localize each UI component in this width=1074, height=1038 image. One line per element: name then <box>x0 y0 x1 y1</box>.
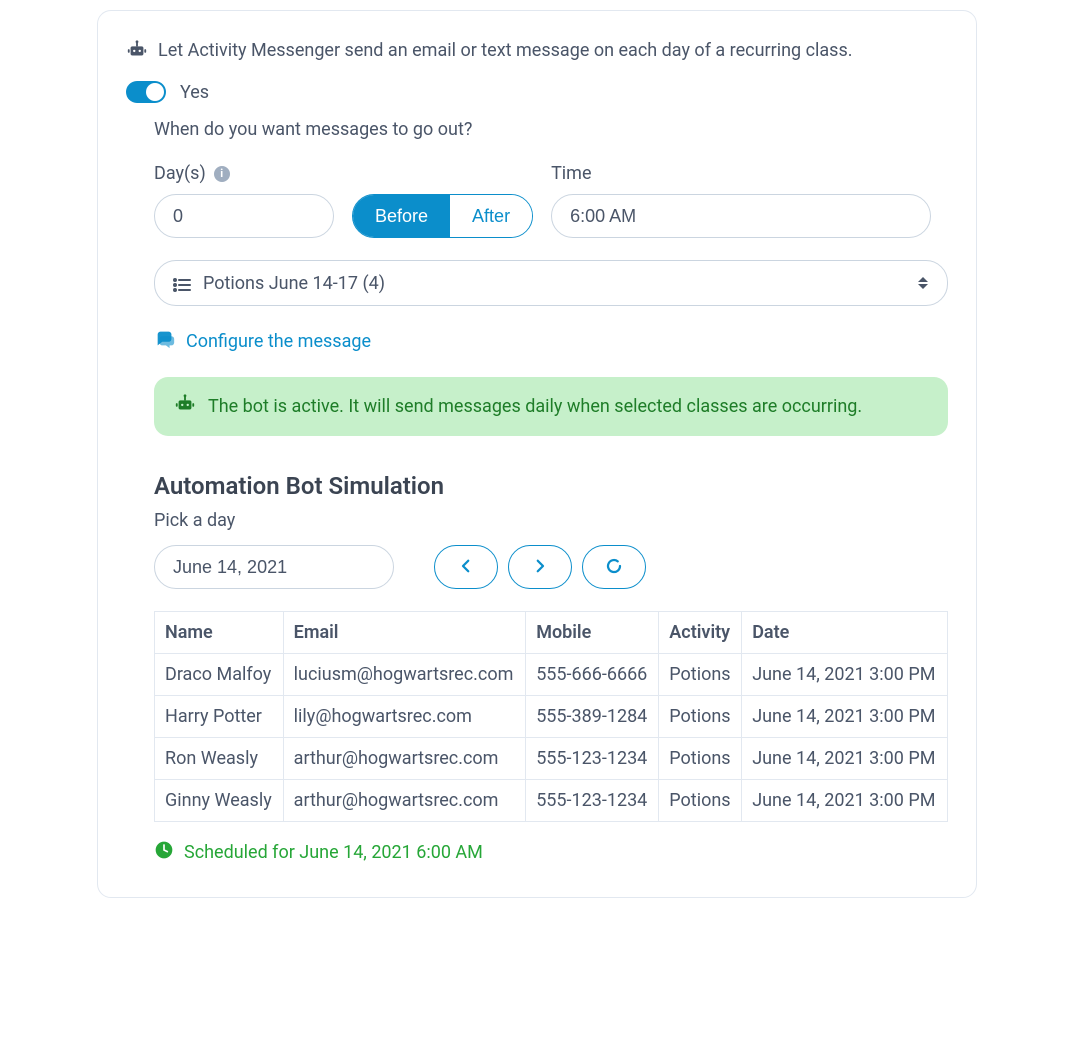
toggle-label: Yes <box>180 82 209 103</box>
table-cell: Potions <box>659 654 742 696</box>
refresh-icon <box>605 557 623 578</box>
schedule-prompt: When do you want messages to go out? <box>154 119 948 140</box>
class-select-wrap: Potions June 14-17 (4) <box>154 260 948 306</box>
prev-day-button[interactable] <box>434 545 498 589</box>
table-cell: June 14, 2021 3:00 PM <box>742 696 948 738</box>
schedule-fields: Day(s) i Before After Time <box>154 162 948 238</box>
refresh-button[interactable] <box>582 545 646 589</box>
table-header-cell: Date <box>742 612 948 654</box>
time-input[interactable] <box>551 194 931 238</box>
toggle-row: Yes <box>126 81 948 103</box>
table-cell: 555-123-1234 <box>526 738 659 780</box>
chevron-left-icon <box>457 557 475 578</box>
select-caret-icon <box>918 275 930 291</box>
robot-icon <box>126 39 148 61</box>
table-row: Ginny Weaslyarthur@hogwartsrec.com555-12… <box>155 780 948 822</box>
table-cell: June 14, 2021 3:00 PM <box>742 780 948 822</box>
simulation-date-input[interactable] <box>154 545 394 589</box>
days-label: Day(s) <box>154 163 206 184</box>
table-header-row: NameEmailMobileActivityDate <box>155 612 948 654</box>
time-field: Time <box>551 163 948 238</box>
date-nav <box>434 545 646 589</box>
table-cell: arthur@hogwartsrec.com <box>283 738 526 780</box>
table-cell: June 14, 2021 3:00 PM <box>742 738 948 780</box>
enable-toggle[interactable] <box>126 81 166 103</box>
robot-icon <box>174 393 196 420</box>
table-row: Harry Potterlily@hogwartsrec.com555-389-… <box>155 696 948 738</box>
table-row: Draco Malfoyluciusm@hogwartsrec.com555-6… <box>155 654 948 696</box>
table-cell: 555-389-1284 <box>526 696 659 738</box>
next-day-button[interactable] <box>508 545 572 589</box>
table-header-cell: Name <box>155 612 284 654</box>
bot-active-alert: The bot is active. It will send messages… <box>154 377 948 436</box>
days-label-row: Day(s) i <box>154 163 334 184</box>
table-cell: Potions <box>659 780 742 822</box>
table-cell: Harry Potter <box>155 696 284 738</box>
table-cell: arthur@hogwartsrec.com <box>283 780 526 822</box>
alert-text: The bot is active. It will send messages… <box>208 396 862 417</box>
table-cell: luciusm@hogwartsrec.com <box>283 654 526 696</box>
before-after-segment: Before After <box>352 194 533 238</box>
automation-card: Let Activity Messenger send an email or … <box>97 10 977 898</box>
table-cell: lily@hogwartsrec.com <box>283 696 526 738</box>
list-icon <box>173 276 191 290</box>
table-body: Draco Malfoyluciusm@hogwartsrec.com555-6… <box>155 654 948 822</box>
after-button[interactable]: After <box>450 195 532 237</box>
class-select-label: Potions June 14-17 (4) <box>203 273 385 294</box>
time-label: Time <box>551 163 948 184</box>
configure-message-link[interactable]: Configure the message <box>186 331 371 352</box>
table-cell: Potions <box>659 738 742 780</box>
before-button[interactable]: Before <box>353 195 450 237</box>
intro-row: Let Activity Messenger send an email or … <box>126 39 948 61</box>
info-icon[interactable]: i <box>214 166 230 182</box>
clock-icon <box>154 840 174 865</box>
table-cell: Potions <box>659 696 742 738</box>
intro-text: Let Activity Messenger send an email or … <box>158 40 853 61</box>
table-cell: Ron Weasly <box>155 738 284 780</box>
table-cell: June 14, 2021 3:00 PM <box>742 654 948 696</box>
scheduled-text: Scheduled for June 14, 2021 6:00 AM <box>184 842 483 863</box>
days-input[interactable] <box>154 194 334 238</box>
table-row: Ron Weaslyarthur@hogwartsrec.com555-123-… <box>155 738 948 780</box>
table-cell: Draco Malfoy <box>155 654 284 696</box>
table-header-cell: Activity <box>659 612 742 654</box>
scheduled-row: Scheduled for June 14, 2021 6:00 AM <box>154 840 948 865</box>
class-select[interactable]: Potions June 14-17 (4) <box>154 260 948 306</box>
table-header-cell: Email <box>283 612 526 654</box>
before-after-field: Before After <box>352 162 533 238</box>
chevron-right-icon <box>531 557 549 578</box>
chat-icon <box>154 328 176 355</box>
date-row <box>154 545 948 589</box>
configure-row: Configure the message <box>154 328 948 355</box>
table-cell: Ginny Weasly <box>155 780 284 822</box>
table-cell: 555-123-1234 <box>526 780 659 822</box>
simulation-title: Automation Bot Simulation <box>154 472 948 500</box>
table-cell: 555-666-6666 <box>526 654 659 696</box>
table-header-cell: Mobile <box>526 612 659 654</box>
simulation-subtitle: Pick a day <box>154 510 948 531</box>
days-field: Day(s) i <box>154 163 334 238</box>
simulation-table: NameEmailMobileActivityDate Draco Malfoy… <box>154 611 948 822</box>
